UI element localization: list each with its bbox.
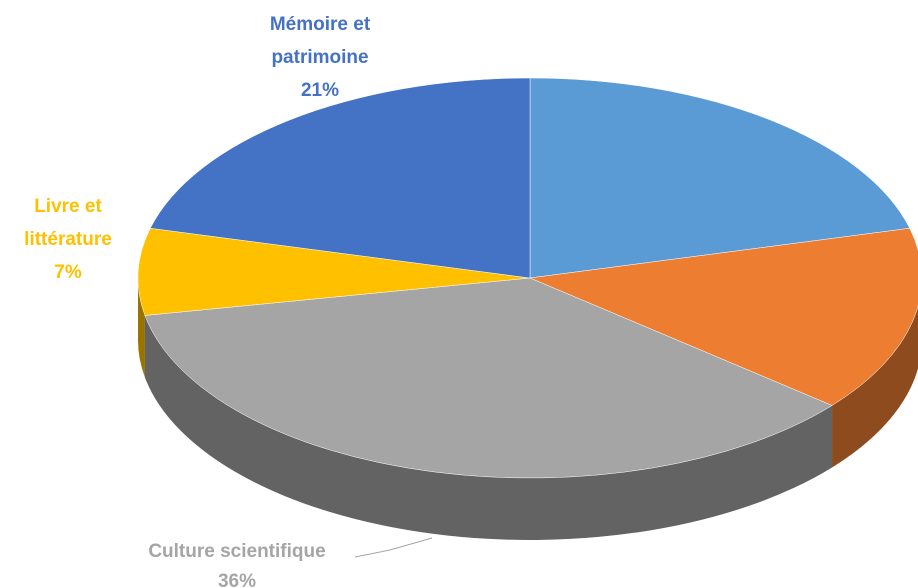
value-label: 7%	[54, 262, 82, 283]
slice	[137, 227, 531, 316]
slice	[149, 77, 531, 279]
category-label: Culture scientifique	[148, 541, 326, 562]
slice-side	[138, 278, 145, 378]
data-label: Culture scientifique 36%	[107, 537, 367, 588]
value-label: 36%	[217, 571, 257, 588]
slice-side	[144, 315, 833, 540]
data-label: Mémoire et patrimoine 21%	[240, 8, 400, 107]
leader-line	[354, 537, 433, 558]
data-label: Livre et littérature 7%	[8, 190, 128, 289]
value-label: 21%	[300, 80, 340, 101]
category-label: Mémoire et patrimoine	[269, 14, 371, 68]
slice	[144, 277, 833, 479]
category-label: Livre et littérature	[24, 196, 112, 250]
slice	[529, 77, 911, 279]
slice-side	[832, 306, 918, 468]
